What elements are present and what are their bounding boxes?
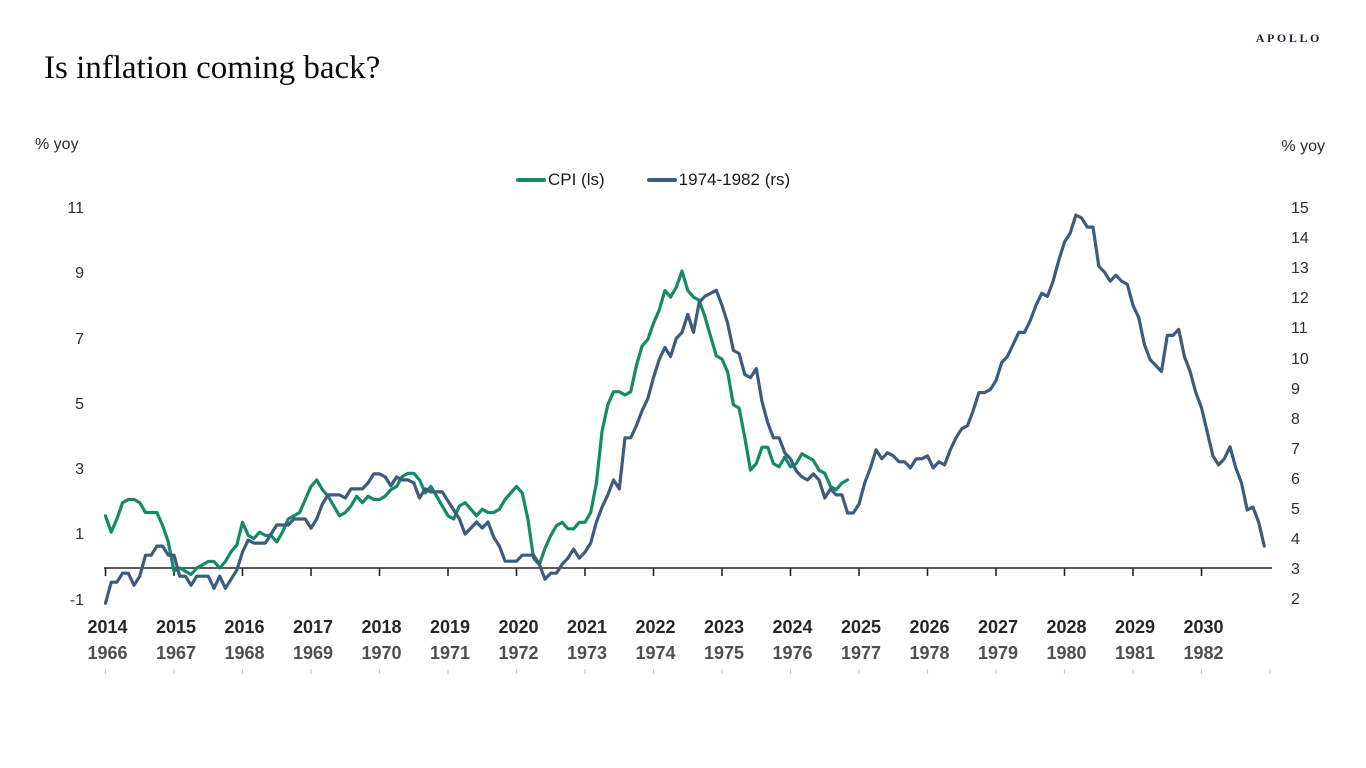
x-axis-label-top: 2018	[361, 617, 402, 637]
right-axis-tick-label: 12	[1291, 290, 1309, 308]
x-axis-label-bottom: 1979	[977, 643, 1019, 663]
right-axis-tick-label: 4	[1291, 531, 1300, 549]
legend-label-1974-1982: 1974-1982 (rs)	[678, 170, 791, 189]
chart-legend: CPI (ls) 1974-1982 (rs)	[516, 170, 790, 190]
left-axis-tick-label: 5	[75, 395, 84, 413]
x-axis-label-bottom: 1980	[1046, 643, 1087, 663]
x-axis-label-top: 2024	[772, 617, 813, 637]
left-axis-tick-label: 11	[67, 200, 84, 217]
x-axis-label-bottom: 1976	[772, 643, 813, 663]
x-axis-label-bottom: 1966	[87, 643, 128, 663]
x-axis-label-bottom: 1982	[1183, 643, 1224, 663]
legend-label-cpi: CPI (ls)	[548, 170, 605, 189]
page-title: Is inflation coming back?	[44, 50, 381, 86]
left-axis-tick-label: 9	[75, 265, 84, 283]
x-axis-label-top: 2017	[292, 617, 334, 637]
right-axis-tick-label: 9	[1291, 380, 1300, 398]
cpi-line	[103, 269, 850, 577]
cpi-line-swatch	[516, 178, 546, 182]
right-axis-tick-label: 13	[1291, 260, 1309, 278]
legend-item-cpi: CPI (ls)	[516, 170, 605, 190]
x-axis-label-bottom: 1973	[566, 643, 608, 663]
left-axis-tick-label: 7	[75, 330, 84, 348]
x-axis-label-bottom: 1969	[292, 643, 334, 663]
x-axis-label-bottom: 1977	[840, 643, 882, 663]
x-axis-label-top: 2016	[224, 617, 265, 637]
right-axis-tick-label: 7	[1291, 440, 1300, 458]
right-axis-tick-label: 3	[1291, 561, 1300, 579]
right-axis-unit-label: % yoy	[1281, 138, 1325, 155]
right-axis-tick-label: 10	[1291, 350, 1309, 368]
apollo-logo: APOLLO	[1255, 31, 1322, 45]
right-axis-tick-label: 11	[1291, 320, 1308, 338]
x-axis-label-top: 2025	[840, 617, 882, 637]
right-axis-tick-label: 6	[1291, 470, 1300, 488]
x-axis-label-bottom: 1978	[909, 643, 950, 663]
left-axis-tick-label: 3	[75, 461, 84, 479]
legend-item-1974-1982: 1974-1982 (rs)	[646, 170, 791, 190]
x-axis-label-top: 2021	[566, 617, 608, 637]
x-axis-label-top: 2023	[703, 617, 745, 637]
x-axis-label-top: 2027	[977, 617, 1019, 637]
x-axis-label-bottom: 1968	[224, 643, 265, 663]
left-axis-tick-label: 1	[75, 526, 84, 544]
x-axis-label-top: 2019	[429, 617, 471, 637]
right-axis-tick-label: 14	[1291, 230, 1309, 248]
comparison-line-swatch	[646, 178, 677, 182]
x-axis-label-top: 2014	[87, 617, 128, 637]
x-axis-label-bottom: 1981	[1114, 643, 1156, 663]
x-axis-label-top: 2020	[498, 617, 539, 637]
x-axis-label-bottom: 1975	[703, 643, 745, 663]
right-axis-tick-label: 2	[1291, 591, 1300, 609]
x-axis-label-bottom: 1967	[155, 643, 197, 663]
left-axis-unit-label: % yoy	[35, 136, 79, 153]
x-axis-label-top: 2026	[909, 617, 950, 637]
x-axis-label-bottom: 1974	[635, 643, 676, 663]
x-axis-label-top: 2015	[155, 617, 197, 637]
comparison-line	[103, 213, 1266, 605]
right-axis-tick-label: 15	[1291, 200, 1309, 217]
right-axis-tick-label: 8	[1291, 410, 1300, 428]
x-axis-label-top: 2030	[1183, 617, 1224, 637]
right-axis-tick-label: 5	[1291, 501, 1300, 518]
left-axis-tick-label: -1	[69, 591, 84, 609]
x-axis-label-bottom: 1970	[361, 643, 402, 663]
x-axis-label-top: 2022	[635, 617, 676, 637]
x-axis-label-top: 2029	[1114, 617, 1156, 637]
x-axis-label-top: 2028	[1046, 617, 1087, 637]
x-axis-label-bottom: 1971	[429, 643, 471, 663]
x-axis-label-bottom: 1972	[498, 643, 539, 663]
